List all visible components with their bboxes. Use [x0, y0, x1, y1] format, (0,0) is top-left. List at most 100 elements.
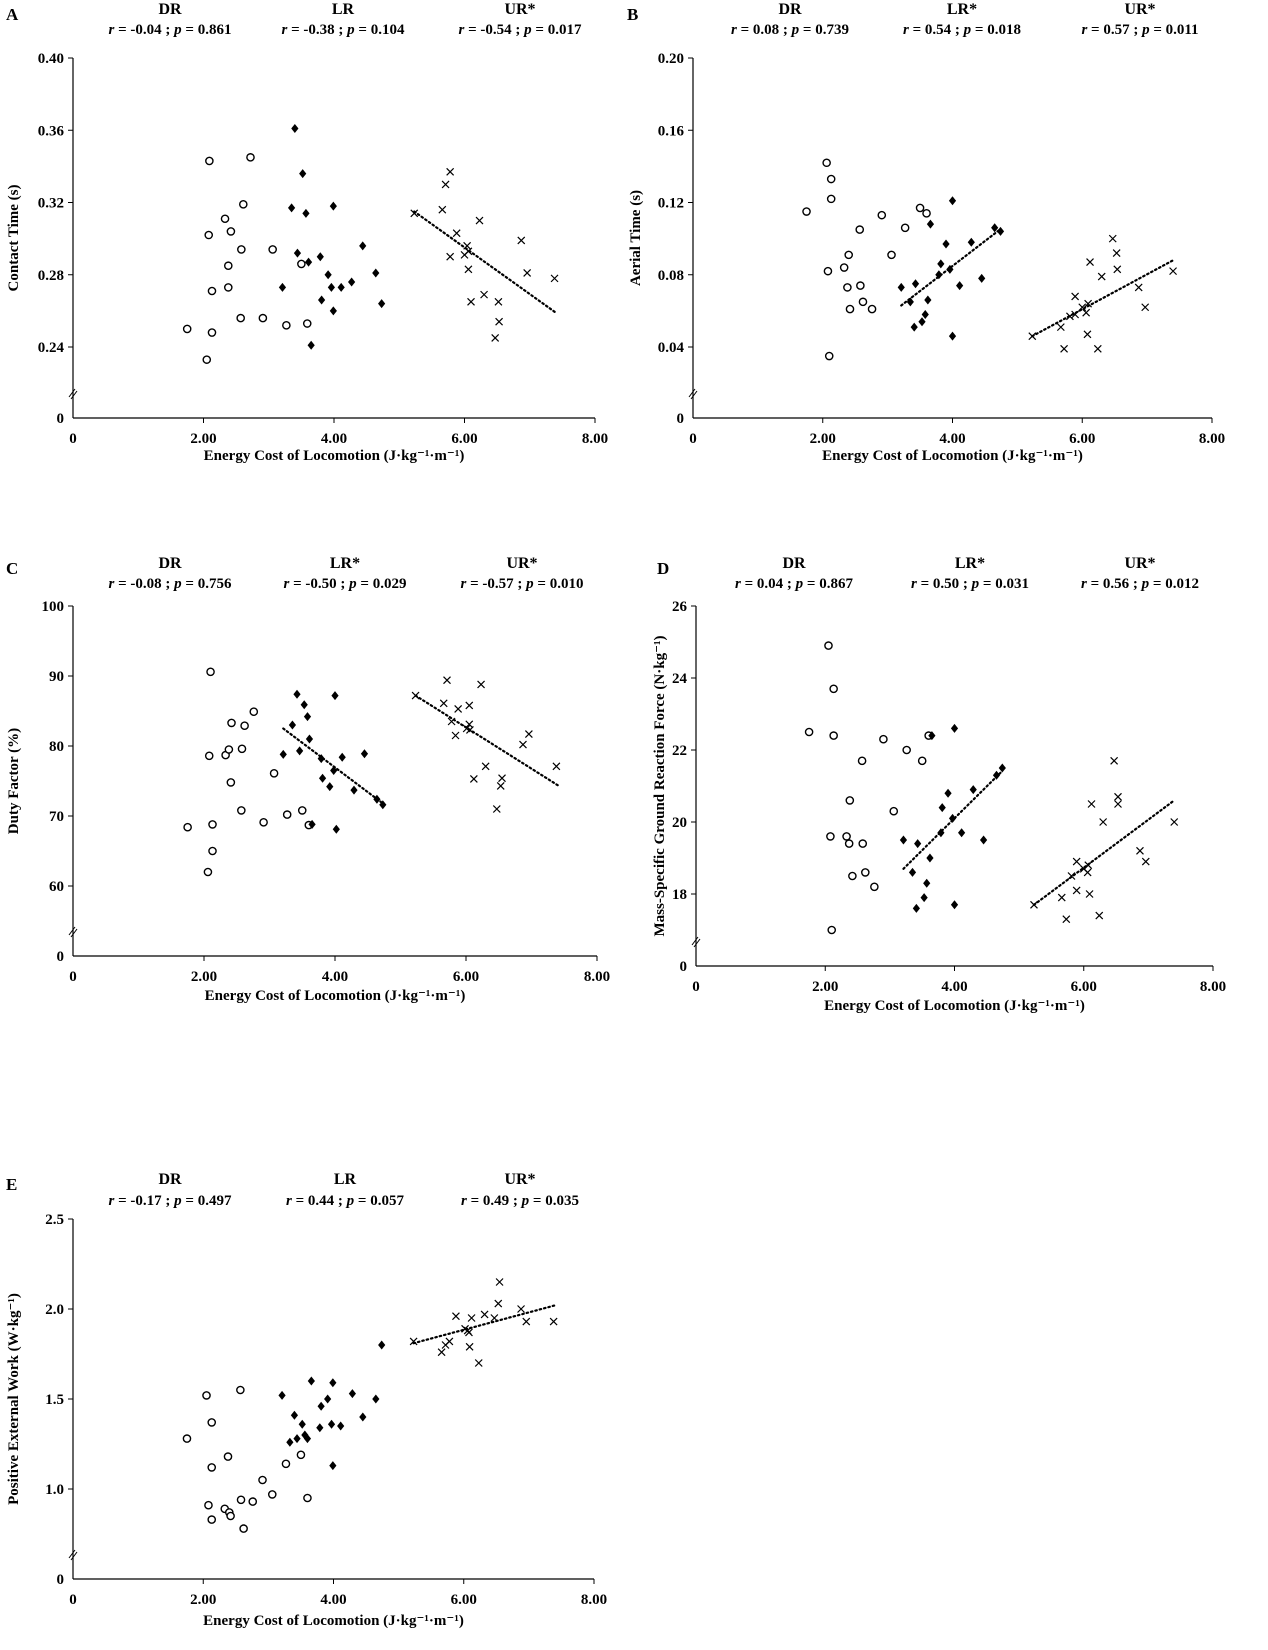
x-tick-label: 2.00	[191, 969, 217, 985]
data-point-ur	[1083, 868, 1092, 877]
data-point-dr	[887, 250, 896, 260]
data-point-lr	[910, 322, 918, 332]
data-point-ur	[464, 265, 473, 274]
data-point-ur	[481, 762, 490, 771]
y-tick-label: 0.12	[658, 196, 684, 212]
data-point-ur	[1110, 756, 1119, 765]
data-point-lr	[338, 752, 346, 762]
data-point-dr	[829, 731, 838, 740]
data-point-ur	[452, 229, 461, 238]
axis-break-mark	[688, 388, 696, 398]
data-point-dr	[267, 1490, 277, 1499]
y-tick-label: 0.20	[658, 51, 684, 67]
data-point-dr	[303, 1493, 312, 1503]
data-point-ur	[465, 1342, 474, 1351]
data-point-lr	[923, 878, 931, 888]
y-tick-label: 22	[672, 743, 687, 759]
data-point-ur	[1071, 292, 1080, 301]
y-tick-label: 26	[672, 599, 688, 615]
data-point-ur	[1030, 900, 1038, 909]
y-tick-label: 0.40	[38, 51, 64, 67]
x-axis-title: Energy Cost of Locomotion (J·kg⁻¹·m⁻¹)	[203, 1613, 464, 1629]
data-point-lr	[992, 770, 1001, 780]
y-tick-label: 0	[57, 949, 65, 965]
data-point-lr	[979, 835, 988, 845]
data-point-dr	[220, 214, 230, 224]
data-point-ur	[1071, 310, 1080, 319]
y-tick-label: 0.32	[38, 196, 64, 212]
data-point-dr	[236, 1385, 245, 1395]
group-stat-lr: r = 0.44 ; p = 0.057	[286, 1193, 404, 1209]
data-point-lr	[308, 819, 316, 829]
data-point-dr	[297, 806, 307, 815]
data-point-lr	[299, 169, 307, 179]
data-point-lr	[303, 712, 312, 722]
data-point-lr	[307, 1376, 315, 1386]
data-point-ur	[517, 1305, 525, 1313]
data-point-lr	[938, 803, 946, 813]
data-point-dr	[889, 806, 899, 816]
data-point-dr	[822, 158, 831, 168]
data-point-dr	[802, 207, 811, 216]
data-point-dr	[204, 751, 214, 761]
y-tick-label: 2.0	[45, 1302, 64, 1318]
data-point-ur	[1087, 800, 1096, 808]
data-point-lr	[378, 299, 386, 309]
data-point-lr	[937, 828, 945, 838]
series-dr	[182, 153, 312, 364]
series-dr	[182, 1385, 312, 1533]
data-point-ur	[1095, 911, 1104, 920]
axis-break-mark	[68, 388, 76, 398]
data-point-dr	[829, 684, 838, 694]
data-point-lr	[287, 203, 296, 213]
panel-letter: E	[6, 1175, 17, 1194]
trendline-ur	[1032, 799, 1176, 906]
data-point-dr	[843, 283, 852, 292]
data-point-ur	[1067, 872, 1076, 880]
data-point-lr	[948, 331, 957, 341]
data-point-ur	[445, 1337, 454, 1346]
y-axis-title: Mass-Specific Ground Reaction Force (N·k…	[652, 635, 668, 936]
axis-break-mark	[70, 1551, 78, 1561]
data-point-lr	[378, 1340, 386, 1350]
x-tick-label: 0	[69, 1592, 77, 1608]
y-tick-label: 0.36	[38, 123, 65, 139]
data-point-ur	[1169, 267, 1177, 276]
x-axis-title: Energy Cost of Locomotion (J·kg⁻¹·m⁻¹)	[205, 988, 466, 1004]
data-point-dr	[915, 203, 925, 213]
data-point-lr	[373, 794, 381, 804]
series-dr	[802, 158, 931, 361]
x-tick-label: 0	[69, 969, 77, 985]
data-point-ur	[1108, 234, 1117, 243]
panel-d: D DR r = 0.04 ; p = 0.867 LR* r = 0.50 ; p =…	[652, 555, 1226, 1014]
group-label-dr: DR	[158, 1, 182, 18]
data-point-ur	[469, 774, 478, 783]
data-point-ur	[1056, 323, 1065, 332]
data-point-lr	[948, 813, 957, 823]
data-point-lr	[372, 268, 380, 278]
data-point-dr	[902, 745, 911, 755]
data-point-lr	[302, 208, 310, 218]
data-point-ur	[1170, 818, 1179, 826]
axis-break-mark	[690, 390, 698, 400]
data-point-lr	[332, 824, 340, 834]
series-ur	[1030, 756, 1179, 924]
x-tick-label: 8.00	[1200, 979, 1226, 995]
data-point-dr	[296, 1450, 306, 1460]
data-point-dr	[900, 223, 910, 233]
data-point-ur	[467, 297, 475, 306]
data-point-dr	[856, 281, 865, 290]
group-label-ur: UR*	[1124, 1, 1155, 18]
group-label-lr: LR*	[955, 555, 985, 572]
data-point-ur	[1082, 308, 1091, 317]
data-point-lr	[956, 281, 964, 291]
series-ur	[411, 676, 561, 813]
data-point-lr	[318, 295, 326, 305]
data-point-dr	[827, 925, 837, 935]
data-point-lr	[958, 828, 966, 838]
data-point-ur	[1112, 249, 1121, 257]
data-point-lr	[969, 785, 977, 795]
group-label-ur: UR*	[1124, 555, 1155, 572]
group-label-ur: UR*	[504, 1171, 535, 1188]
y-tick-label: 0.08	[658, 268, 684, 284]
